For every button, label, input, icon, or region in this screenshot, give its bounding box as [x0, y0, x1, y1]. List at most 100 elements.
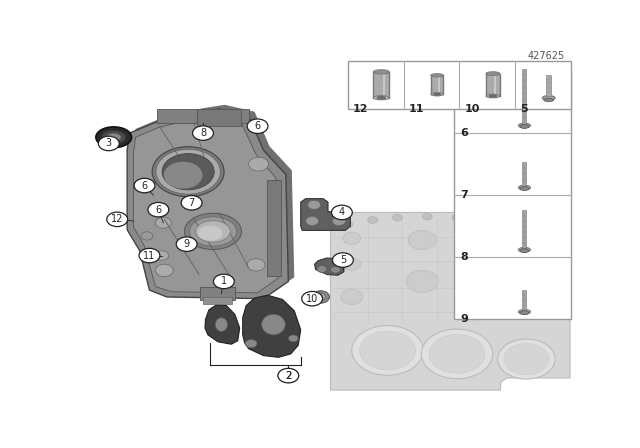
Ellipse shape: [96, 127, 132, 147]
Polygon shape: [133, 105, 294, 294]
Ellipse shape: [106, 133, 121, 142]
Text: 9: 9: [460, 314, 468, 324]
Bar: [373, 72, 389, 98]
Circle shape: [155, 251, 169, 260]
Circle shape: [408, 230, 436, 250]
Circle shape: [316, 293, 326, 301]
Bar: [547, 75, 551, 96]
Circle shape: [247, 258, 265, 271]
Circle shape: [422, 213, 432, 220]
Text: 2: 2: [285, 370, 292, 381]
Circle shape: [312, 291, 330, 303]
Text: 427625: 427625: [528, 52, 565, 61]
Bar: [486, 73, 500, 96]
Ellipse shape: [520, 249, 529, 253]
Circle shape: [332, 205, 352, 220]
Bar: [196, 109, 241, 126]
Polygon shape: [127, 109, 288, 299]
Polygon shape: [315, 258, 344, 275]
Circle shape: [367, 216, 378, 224]
Circle shape: [247, 119, 268, 134]
Ellipse shape: [544, 98, 554, 102]
Circle shape: [99, 136, 119, 151]
Polygon shape: [301, 198, 350, 230]
Polygon shape: [134, 116, 278, 293]
Text: 1: 1: [221, 276, 227, 286]
Ellipse shape: [184, 213, 241, 250]
Polygon shape: [243, 295, 301, 358]
Text: 11: 11: [408, 104, 424, 114]
Text: 10: 10: [306, 294, 318, 304]
Ellipse shape: [518, 185, 531, 190]
Text: 5: 5: [520, 104, 528, 114]
Ellipse shape: [486, 94, 500, 98]
Ellipse shape: [518, 247, 531, 252]
Circle shape: [504, 344, 549, 375]
Ellipse shape: [377, 96, 386, 99]
Ellipse shape: [542, 95, 555, 100]
Circle shape: [278, 369, 298, 383]
Ellipse shape: [196, 221, 230, 242]
Ellipse shape: [215, 318, 228, 332]
Circle shape: [139, 248, 160, 263]
Circle shape: [421, 329, 493, 379]
Bar: [268, 180, 282, 276]
Circle shape: [343, 258, 361, 271]
Circle shape: [429, 335, 485, 373]
Circle shape: [308, 200, 321, 209]
Ellipse shape: [101, 130, 126, 144]
Circle shape: [392, 214, 403, 221]
Bar: [200, 287, 235, 301]
Ellipse shape: [520, 125, 529, 129]
Ellipse shape: [489, 95, 497, 97]
Text: 2: 2: [285, 370, 291, 381]
Circle shape: [488, 258, 506, 271]
Ellipse shape: [518, 310, 531, 314]
Circle shape: [278, 368, 299, 383]
Circle shape: [107, 212, 127, 227]
Circle shape: [301, 292, 323, 306]
Ellipse shape: [518, 123, 531, 128]
Circle shape: [488, 232, 506, 245]
Ellipse shape: [486, 72, 500, 75]
Circle shape: [288, 335, 298, 342]
Circle shape: [156, 217, 172, 228]
Ellipse shape: [164, 162, 202, 189]
Bar: [522, 210, 526, 248]
Text: 6: 6: [460, 128, 468, 138]
Ellipse shape: [152, 147, 224, 197]
Circle shape: [193, 126, 213, 140]
Circle shape: [156, 264, 173, 276]
Circle shape: [495, 221, 506, 228]
Text: 10: 10: [465, 104, 480, 114]
Circle shape: [330, 266, 340, 273]
Circle shape: [148, 202, 169, 217]
Circle shape: [343, 221, 353, 228]
Bar: [438, 75, 440, 94]
Ellipse shape: [373, 70, 389, 74]
Ellipse shape: [520, 311, 529, 314]
Ellipse shape: [431, 93, 444, 96]
Text: 11: 11: [143, 250, 156, 261]
Polygon shape: [330, 212, 570, 390]
Circle shape: [343, 232, 361, 245]
Text: 6: 6: [156, 205, 161, 215]
Bar: [157, 109, 248, 123]
Circle shape: [141, 232, 153, 240]
Ellipse shape: [189, 217, 237, 246]
Circle shape: [249, 157, 269, 171]
Text: 4: 4: [339, 207, 345, 217]
Circle shape: [498, 339, 555, 379]
Ellipse shape: [262, 314, 285, 335]
Text: 3: 3: [106, 138, 112, 148]
Text: 6: 6: [141, 181, 148, 190]
Text: 7: 7: [188, 198, 195, 208]
Bar: [348, 60, 571, 109]
Circle shape: [341, 289, 363, 305]
Text: 8: 8: [460, 252, 468, 262]
Bar: [203, 297, 232, 304]
Text: 5: 5: [340, 255, 346, 265]
Circle shape: [352, 326, 423, 375]
Text: 8: 8: [200, 128, 206, 138]
Ellipse shape: [198, 225, 223, 241]
